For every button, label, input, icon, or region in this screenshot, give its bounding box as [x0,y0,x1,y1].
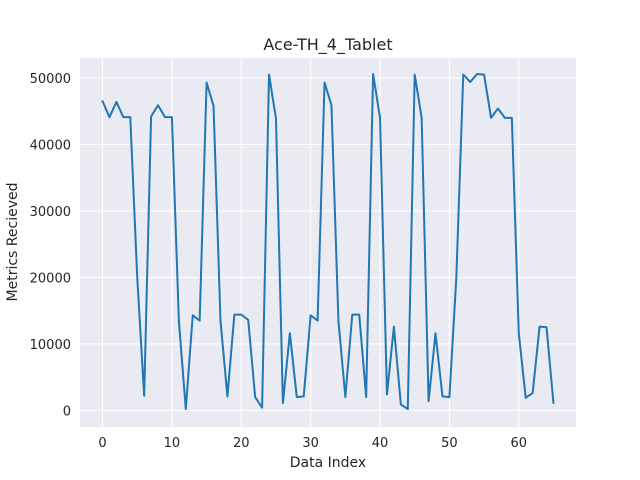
y-tick-label: 50000 [30,72,71,87]
data-point [469,81,471,83]
data-point [136,276,138,278]
data-point [261,407,263,409]
data-point [330,104,332,106]
data-point [303,395,305,397]
data-point [393,326,395,328]
data-point [115,101,117,103]
data-point [213,105,215,107]
data-point [532,392,534,394]
data-point [157,104,159,106]
data-point [441,395,443,397]
data-point [365,396,367,398]
data-point [455,276,457,278]
data-point [476,73,478,75]
x-tick-labels: 0 10 20 30 40 50 60 [98,436,527,451]
series-layer [101,72,555,411]
data-point [386,393,388,395]
data-point [219,320,221,322]
data-point [546,326,548,328]
y-tick-label: 20000 [30,271,71,286]
y-axis-label: Metrics Recieved [5,183,21,302]
data-point [150,116,152,118]
data-point [254,396,256,398]
data-point [351,314,353,316]
data-point [511,117,513,119]
data-point [490,117,492,119]
data-point [400,403,402,405]
data-point [497,108,499,110]
data-point [407,408,409,410]
data-point [206,82,208,84]
data-point [344,396,346,398]
x-tick-label: 20 [233,436,250,451]
data-point [129,116,131,118]
data-point [448,396,450,398]
x-tick-label: 0 [98,436,106,451]
x-tick-label: 10 [164,436,181,451]
data-point [122,116,124,118]
x-axis-label: Data Index [290,455,366,471]
data-point [192,314,194,316]
data-point [178,320,180,322]
data-point [462,74,464,76]
data-point [171,116,173,118]
data-point [289,332,291,334]
y-tick-label: 30000 [30,205,71,220]
data-point [282,402,284,404]
data-point [337,320,339,322]
data-point [164,116,166,118]
y-tick-label: 10000 [30,338,71,353]
data-point [247,319,249,321]
data-point [317,320,319,322]
y-tick-label: 40000 [30,138,71,153]
x-tick-label: 60 [510,436,527,451]
data-point [199,320,201,322]
data-point [296,396,298,398]
data-point [240,314,242,316]
data-point [143,395,145,397]
series-line [101,72,555,411]
data-point [539,326,541,328]
data-point [268,74,270,76]
data-point [108,116,110,118]
data-point [379,117,381,119]
data-point [518,332,520,334]
data-point [226,395,228,397]
data-point [552,402,554,404]
data-point [414,74,416,76]
x-tick-label: 30 [302,436,319,451]
data-point [483,74,485,76]
y-tick-label: 0 [63,404,71,419]
y-tick-labels: 0 10000 20000 30000 40000 50000 [30,72,71,419]
data-point [233,314,235,316]
data-point [525,397,527,399]
data-point [372,73,374,75]
x-tick-label: 50 [441,436,458,451]
data-point [324,82,326,84]
chart-title: Ace-TH_4_Tablet [263,35,392,55]
data-point [310,314,312,316]
data-point [421,117,423,119]
data-point [428,400,430,402]
data-point [358,314,360,316]
data-point [435,332,437,334]
gridlines [80,58,576,427]
data-point [102,100,104,102]
plot-background [80,58,576,427]
x-tick-label: 40 [372,436,389,451]
data-point [185,408,187,410]
data-point [504,117,506,119]
data-point [275,118,277,120]
